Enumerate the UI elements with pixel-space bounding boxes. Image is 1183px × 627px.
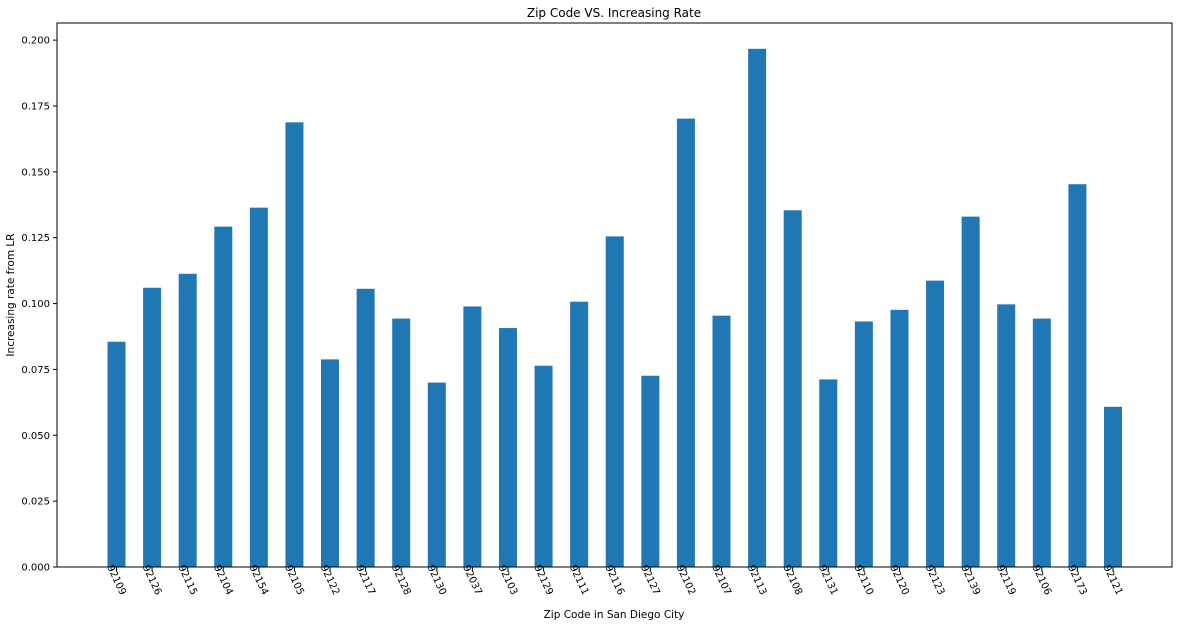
- bar-92111: [570, 301, 589, 567]
- bar-92122: [321, 359, 340, 567]
- bar-92130: [427, 382, 446, 567]
- y-tick-label: 0.150: [21, 167, 50, 178]
- y-tick-label: 0.175: [21, 101, 50, 112]
- x-tick-label: 92103: [496, 563, 519, 596]
- x-tick-label: 92037: [460, 563, 483, 596]
- x-tick-label: 92139: [958, 563, 981, 596]
- x-tick-label: 92108: [781, 563, 804, 596]
- x-tick-label: 92107: [709, 563, 732, 596]
- y-tick-label: 0.075: [21, 365, 50, 376]
- y-tick-label: 0.050: [21, 431, 50, 442]
- x-tick-label: 92119: [994, 563, 1017, 596]
- bar-92129: [534, 365, 553, 567]
- bar-92121: [1104, 406, 1122, 567]
- x-axis-ticks: 92109 92126 92115 92104 92154 92105 92122 92117…: [104, 563, 1124, 596]
- x-tick-label: 92154: [247, 563, 270, 596]
- bar-92119: [997, 304, 1016, 567]
- bar-92154: [249, 207, 268, 568]
- bar-92105: [285, 122, 304, 567]
- x-tick-label: 92120: [887, 563, 910, 596]
- bar-92128: [392, 318, 411, 567]
- bar-92116: [605, 236, 624, 567]
- bar-92104: [214, 226, 233, 567]
- y-axis-ticks: 0.000 0.025 0.050 0.075 0.100 0.125 0.150 0.175…: [21, 36, 57, 574]
- x-tick-label: 92131: [816, 563, 839, 596]
- bar-92115: [178, 273, 197, 567]
- bar-92117: [356, 288, 375, 567]
- y-tick-label: 0.100: [21, 299, 50, 310]
- x-tick-label: 92122: [318, 563, 341, 596]
- bar-92102: [676, 118, 695, 567]
- bar-92123: [926, 280, 945, 567]
- bar-92139: [961, 216, 980, 567]
- x-tick-label: 92128: [389, 563, 412, 596]
- x-tick-label: 92115: [176, 563, 199, 596]
- bar-92103: [498, 328, 517, 567]
- bar-92173: [1068, 184, 1087, 567]
- x-tick-label: 92126: [140, 563, 163, 596]
- x-tick-label: 92113: [745, 563, 768, 596]
- bar-92126: [143, 287, 162, 567]
- bar-92120: [890, 309, 909, 567]
- x-tick-label: 92105: [282, 563, 305, 596]
- y-tick-label: 0.125: [21, 233, 50, 244]
- chart-title: Zip Code VS. Increasing Rate: [527, 6, 701, 20]
- x-tick-label: 92102: [674, 563, 697, 596]
- bar-92131: [819, 379, 838, 567]
- y-axis-label: Increasing rate from LR: [5, 233, 17, 356]
- bars: [107, 48, 1122, 568]
- bar-92113: [748, 48, 767, 567]
- plot-frame: [56, 22, 1173, 568]
- x-tick-label: 92116: [603, 563, 626, 596]
- bar-92107: [712, 315, 731, 567]
- x-tick-label: 92173: [1065, 563, 1088, 596]
- x-tick-label: 92130: [425, 563, 448, 596]
- x-tick-label: 92129: [531, 563, 554, 596]
- x-axis-label: Zip Code in San Diego City: [544, 609, 685, 621]
- x-tick-label: 92109: [104, 563, 127, 596]
- bar-92110: [854, 321, 873, 567]
- x-tick-label: 92121: [1101, 563, 1124, 596]
- y-tick-label: 0.000: [21, 563, 50, 574]
- x-tick-label: 92123: [923, 563, 946, 596]
- y-tick-label: 0.200: [21, 36, 50, 47]
- bar-92109: [107, 341, 126, 567]
- x-tick-label: 92111: [567, 563, 590, 596]
- bar-92037: [463, 306, 482, 567]
- y-tick-label: 0.025: [21, 497, 50, 508]
- x-tick-label: 92127: [638, 563, 661, 596]
- x-tick-label: 92104: [211, 563, 234, 596]
- x-tick-label: 92106: [1030, 563, 1053, 596]
- x-tick-label: 92117: [353, 563, 376, 596]
- x-tick-label: 92110: [852, 563, 875, 596]
- bar-92106: [1032, 318, 1051, 567]
- bar-92108: [783, 210, 802, 568]
- bar-92127: [641, 375, 660, 567]
